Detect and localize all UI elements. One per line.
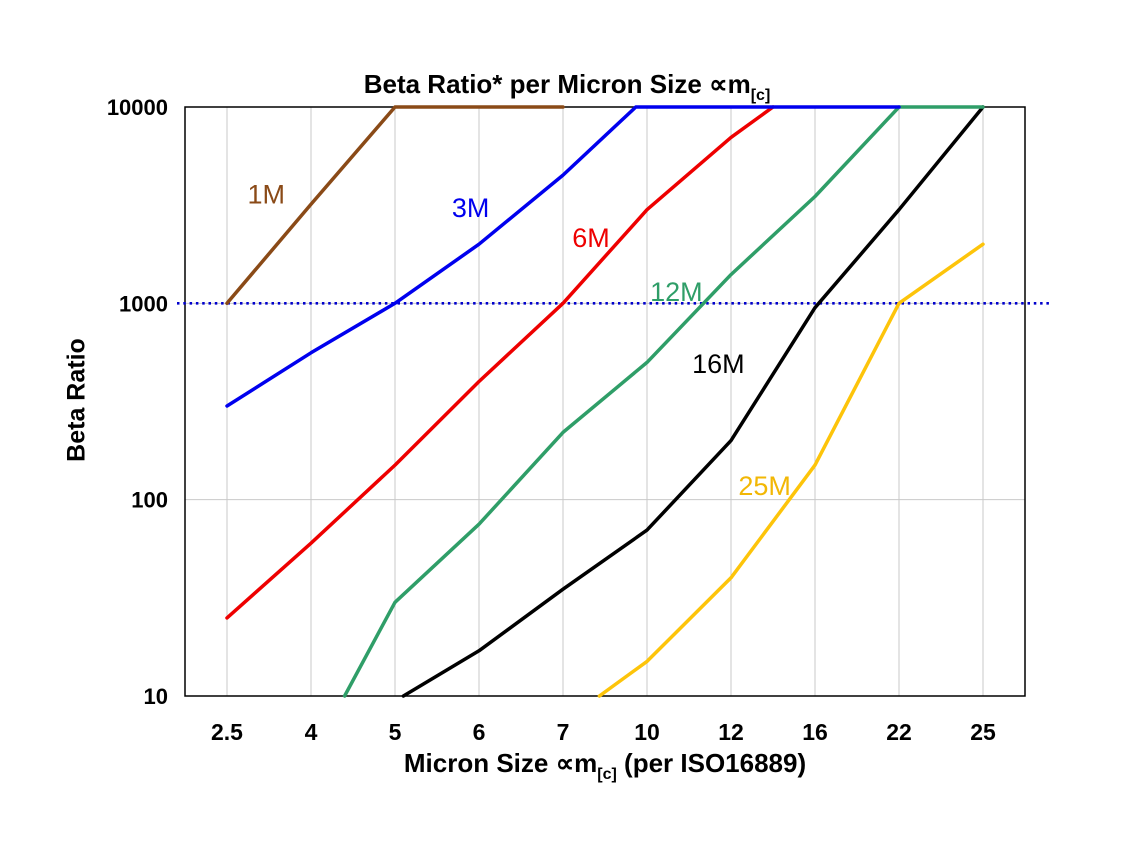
series-line-12M [342,105,985,698]
series-label-3M: 3M [452,193,490,223]
y-tick-label-10000: 10000 [107,95,168,120]
chart-title: Beta Ratio* per Micron Size ∝m[c] [0,69,1134,104]
chart-title-text: Beta Ratio* per Micron Size ∝m [363,69,751,99]
y-tick-label-1000: 1000 [119,291,168,316]
series-line-6M [225,105,775,620]
x-tick-label-25: 25 [970,719,996,745]
x-tick-label-12: 12 [718,719,744,745]
series-label-1M: 1M [247,180,285,210]
x-tick-label-22: 22 [886,719,912,745]
series-line-25M [597,242,985,698]
series-label-25M: 25M [738,471,791,501]
x-tick-label-7: 7 [557,719,570,745]
y-tick-label-10: 10 [144,684,168,709]
x-tick-label-6: 6 [473,719,486,745]
series-label-16M: 16M [692,349,745,379]
x-tick-label-5: 5 [389,719,402,745]
x-tick-label-4: 4 [305,719,318,745]
chart-title-subscript: [c] [750,87,771,104]
series-line-3M [225,105,901,408]
plot-frame [184,106,1026,697]
series-line-1M [225,105,565,306]
x-tick-label-10: 10 [634,719,660,745]
y-tick-label-100: 100 [131,488,168,513]
series-label-6M: 6M [572,223,610,253]
series-line-16M [401,105,985,698]
x-axis-label-text: Micron Size ∝m [403,748,598,778]
x-axis-label-suffix: (per ISO16889) [616,748,807,778]
x-axis-label-subscript: [c] [597,766,617,783]
x-tick-label-16: 16 [802,719,828,745]
x-axis-label: Micron Size ∝m[c] (per ISO16889) [403,748,807,783]
series-label-12M: 12M [650,277,703,307]
x-tick-label-2.5: 2.5 [211,719,243,745]
